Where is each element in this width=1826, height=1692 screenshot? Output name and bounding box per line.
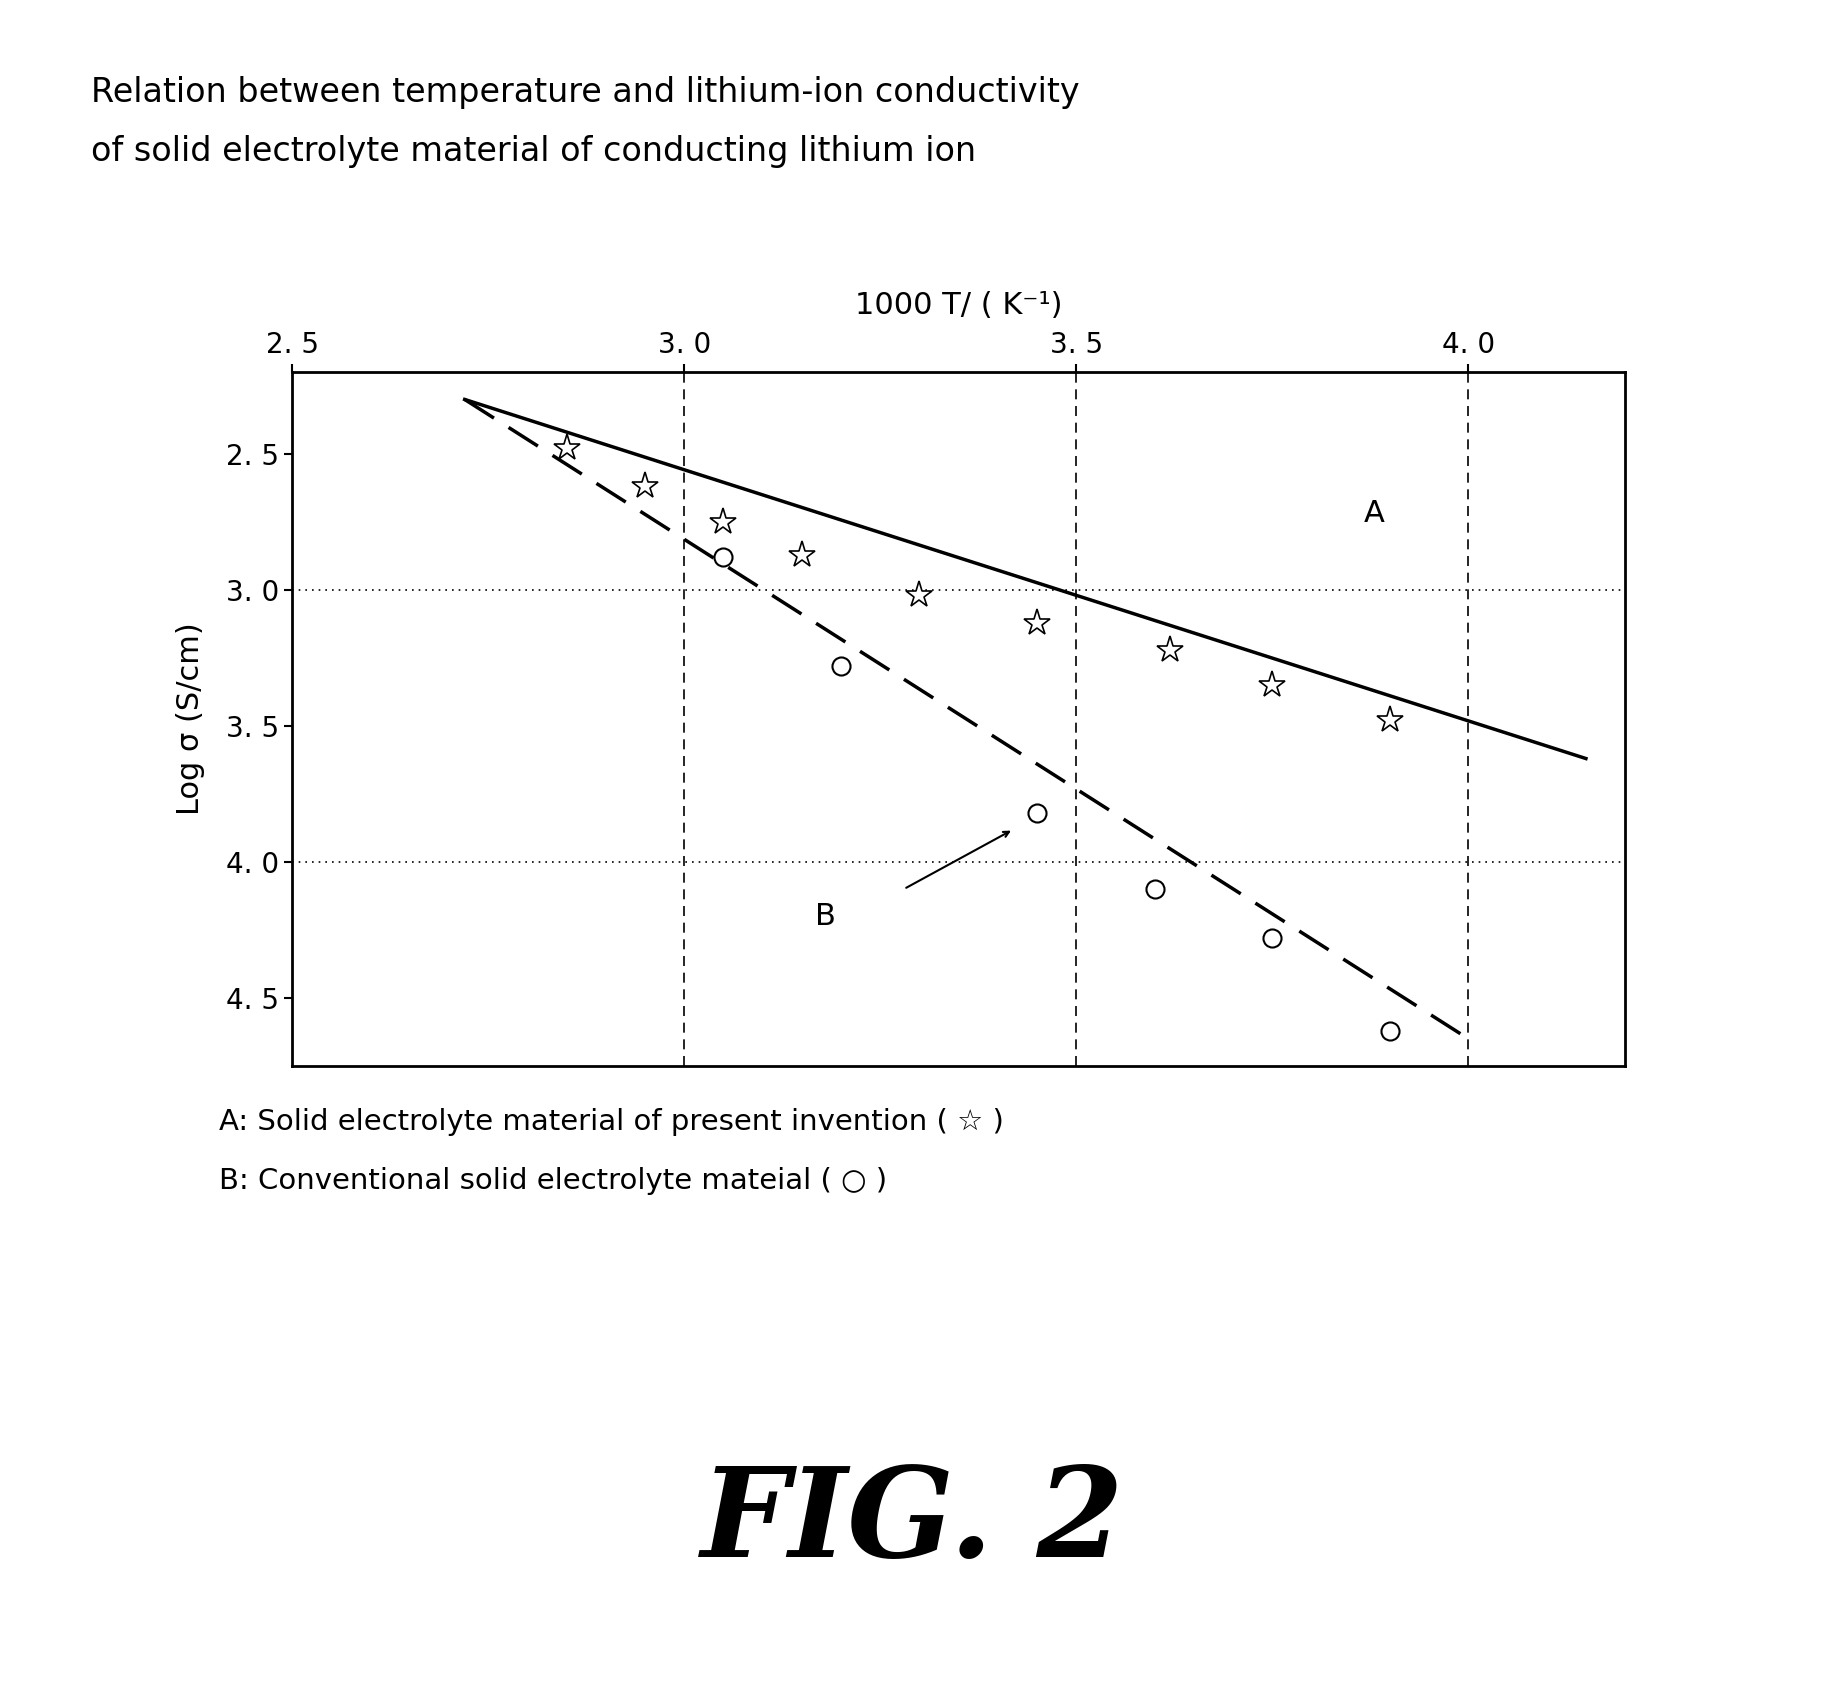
Y-axis label: Log σ (S/cm): Log σ (S/cm) [175,623,205,816]
Text: A: Solid electrolyte material of present invention ( ☆ ): A: Solid electrolyte material of present… [219,1108,1004,1137]
Text: Relation between temperature and lithium-ion conductivity: Relation between temperature and lithium… [91,76,1079,110]
Text: of solid electrolyte material of conducting lithium ion: of solid electrolyte material of conduct… [91,135,977,169]
Text: B: B [814,902,836,931]
Text: A: A [1364,499,1384,528]
X-axis label: 1000 T/ ( K⁻¹): 1000 T/ ( K⁻¹) [855,291,1063,320]
Text: FIG. 2: FIG. 2 [701,1462,1125,1584]
Text: B: Conventional solid electrolyte mateial ( ○ ): B: Conventional solid electrolyte mateia… [219,1167,887,1196]
